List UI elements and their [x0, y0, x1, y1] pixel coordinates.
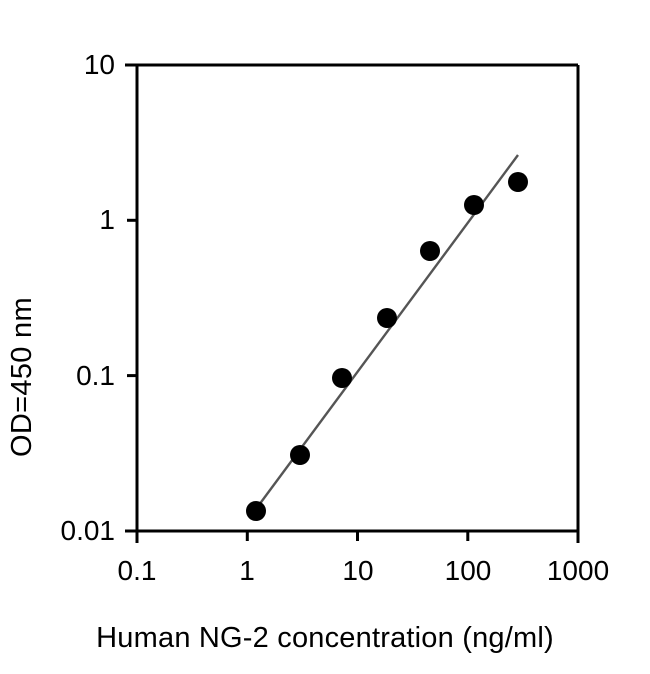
- y-axis-title-text: OD=450 nm: [5, 297, 38, 457]
- data-point: [508, 172, 528, 192]
- x-tick-label-1: 1: [239, 555, 255, 586]
- data-point: [420, 241, 440, 261]
- y-tick-label-10: 10: [83, 49, 115, 80]
- data-point: [332, 368, 352, 388]
- axis-frame: [135, 63, 580, 533]
- x-tick-label-100: 100: [444, 555, 492, 586]
- data-point: [464, 195, 484, 215]
- x-tick-label-10: 10: [342, 555, 374, 586]
- x-axis-ticks: [135, 531, 580, 543]
- y-tick-label-1: 1: [99, 204, 115, 235]
- data-point: [377, 308, 397, 328]
- y-axis-ticks: [125, 63, 137, 533]
- x-tick-label-1000: 1000: [546, 555, 610, 586]
- y-tick-label-0-01: 0.01: [60, 515, 116, 546]
- data-point: [290, 445, 310, 465]
- y-axis-title: OD=450 nm: [0, 0, 56, 674]
- x-axis-title: Human NG-2 concentration (ng/ml): [96, 622, 554, 654]
- x-tick-label-0-1: 0.1: [117, 555, 157, 586]
- data-points: [246, 172, 528, 521]
- y-tick-label-0-1: 0.1: [76, 360, 115, 391]
- data-point: [246, 501, 266, 521]
